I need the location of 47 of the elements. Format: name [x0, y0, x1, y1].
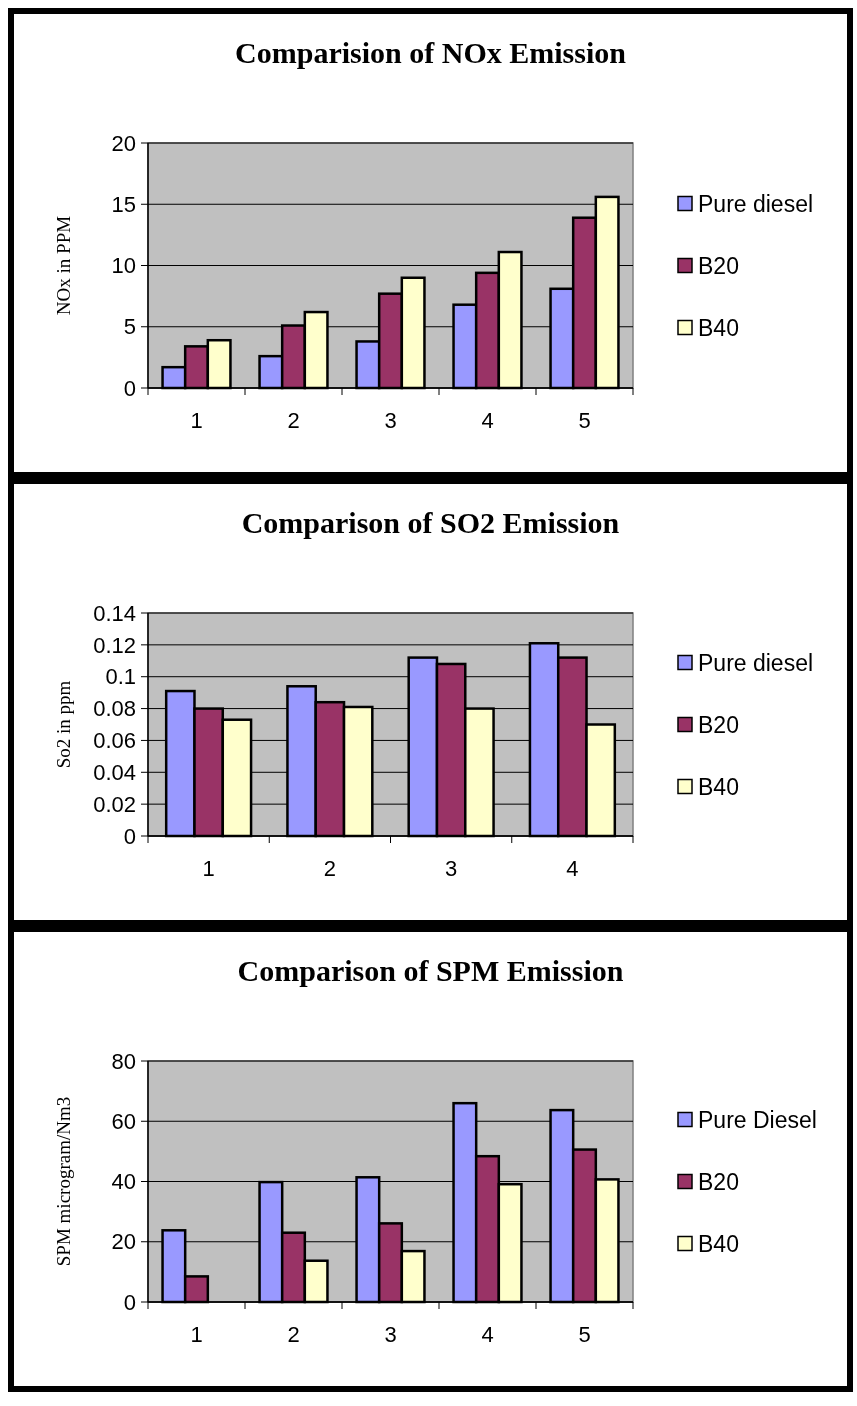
- y-axis-title: So2 in ppm: [53, 680, 74, 769]
- y-tick-label: 0: [123, 1289, 136, 1315]
- x-tick-label: 5: [578, 408, 591, 433]
- y-tick-label: 20: [111, 1229, 136, 1255]
- y-tick-label: 0.14: [93, 600, 136, 626]
- y-tick-label: 0.12: [93, 632, 136, 658]
- x-tick-label: 1: [190, 1322, 203, 1347]
- legend-label: B20: [698, 711, 739, 738]
- y-axis-title: NOx in PPM: [53, 215, 74, 316]
- x-tick-label: 4: [566, 856, 579, 881]
- y-tick-label: 0: [123, 375, 136, 401]
- chart-title: Comparison of SPM Emission: [237, 954, 624, 987]
- y-tick-label: 0.04: [93, 759, 136, 785]
- y-tick-label: 0.1: [105, 664, 136, 690]
- y-tick-label: 10: [111, 253, 136, 279]
- x-tick-label: 3: [445, 856, 458, 881]
- legend-label: Pure diesel: [698, 190, 814, 217]
- x-tick-label: 1: [202, 856, 215, 881]
- legend-label: B20: [698, 252, 739, 279]
- y-tick-label: 0.02: [93, 791, 136, 817]
- legend-label: B20: [698, 1168, 739, 1195]
- x-tick-label: 4: [481, 408, 494, 433]
- chart-title: Comparison of SO2 Emission: [241, 506, 620, 539]
- x-tick-label: 2: [287, 408, 300, 433]
- y-tick-label: 60: [111, 1108, 136, 1134]
- legend-label: Pure Diesel: [698, 1106, 817, 1133]
- legend-label: B40: [698, 314, 739, 341]
- x-tick-label: 3: [384, 1322, 397, 1347]
- x-tick-label: 1: [190, 408, 203, 433]
- legend-label: B40: [698, 1230, 739, 1257]
- y-tick-label: 0: [123, 823, 136, 849]
- legend-label: Pure diesel: [698, 649, 814, 676]
- y-tick-label: 0.06: [93, 728, 136, 754]
- y-tick-label: 80: [111, 1048, 136, 1074]
- x-tick-label: 5: [578, 1322, 591, 1347]
- y-axis-title: SPM microgram/Nm3: [53, 1096, 74, 1267]
- x-tick-label: 4: [481, 1322, 494, 1347]
- x-tick-label: 2: [323, 856, 336, 881]
- y-tick-label: 0.08: [93, 696, 136, 722]
- legend-label: B40: [698, 773, 739, 800]
- x-tick-label: 3: [384, 408, 397, 433]
- y-tick-label: 20: [111, 130, 136, 156]
- x-tick-label: 2: [287, 1322, 300, 1347]
- y-tick-label: 15: [111, 191, 136, 217]
- y-tick-label: 5: [123, 314, 136, 340]
- y-tick-label: 40: [111, 1169, 136, 1195]
- chart-title: Comparision of NOx Emission: [235, 36, 627, 69]
